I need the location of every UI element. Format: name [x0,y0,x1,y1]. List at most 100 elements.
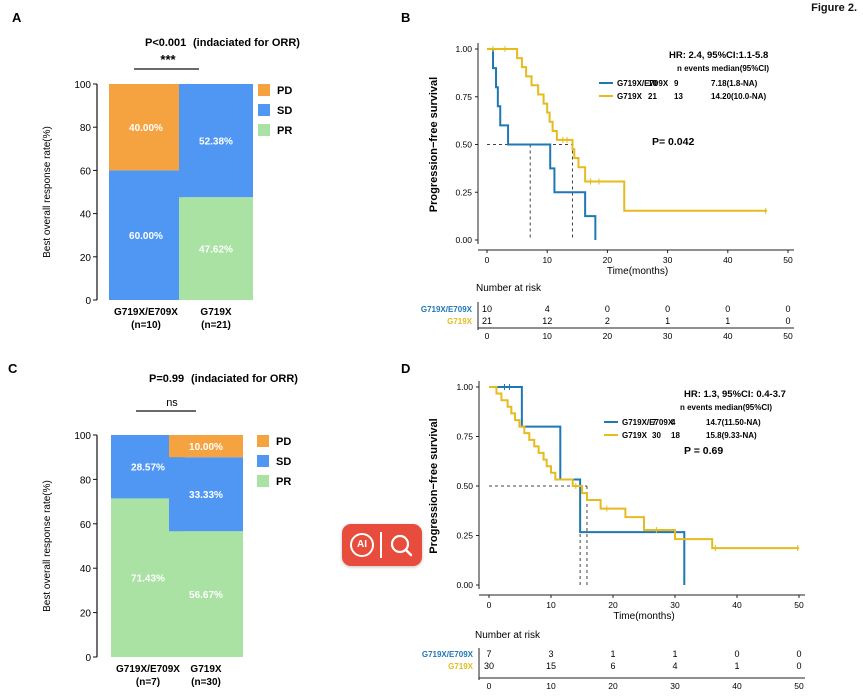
x-tick-label: 20 [608,600,618,610]
risk-table-count: 0 [785,316,790,326]
risk-table-count: 30 [484,661,494,671]
legend-swatch-pd [258,84,270,96]
risk-table-time-label: 10 [542,331,552,341]
stats-table-header: n events median(95%CI) [677,64,769,73]
risk-table-row-name: G719X [448,662,474,671]
risk-table-time-label: 20 [603,331,613,341]
risk-table-count: 1 [672,649,677,659]
risk-table-count: 6 [610,661,615,671]
stats-table-header: n events median(95%CI) [680,403,772,412]
risk-table-count: 15 [546,661,556,671]
hazard-ratio-text: HR: 2.4, 95%CI:1.1-5.8 [669,50,768,61]
risk-table-count: 1 [734,661,739,671]
panel-c-p-value: P=0.99 [149,373,184,385]
y-tick-label: 1.00 [456,382,473,392]
legend-median: 15.8(9.33-NA) [706,431,757,440]
bar-value-label: 71.43% [131,574,165,585]
risk-table-time-label: 50 [794,681,804,691]
badge-divider [380,532,382,558]
legend-label: PR [277,125,292,137]
y-axis-label: Progression−free survival [428,418,440,553]
survival-curve-g719x [487,48,767,212]
risk-table-count: 10 [482,304,492,314]
p-value-text: P= 0.042 [652,136,694,148]
bar-segment-sd [109,170,183,300]
legend-events: 9 [674,79,679,88]
risk-table-row-name: G719X/E709X [422,650,474,659]
legend-series-name: G719X [622,431,648,440]
legend-median: 7.18(1.8-NA) [711,79,758,88]
ai-search-badge[interactable]: AI [342,524,422,566]
legend-label: SD [277,105,292,117]
risk-table-time-label: 40 [732,681,742,691]
risk-table-title: Number at risk [476,283,542,294]
risk-table-count: 0 [725,304,730,314]
y-tick-label: 0.50 [456,481,473,491]
risk-table-time-label: 10 [546,681,556,691]
y-tick-label: 0.75 [455,92,472,102]
x-tick-label: G719X/E709X [116,664,180,675]
y-tick-label: 0.75 [456,432,473,442]
risk-table-count: 4 [672,661,677,671]
legend-series-name: G719X/E709X [622,418,674,427]
bar-value-label: 56.67% [189,590,223,601]
y-tick-label: 0.50 [455,140,472,150]
risk-table-time-label: 40 [723,331,733,341]
bar-segment-sd [169,457,243,532]
bar-value-label: 10.00% [189,442,223,453]
legend-swatch-pd [257,435,269,447]
x-tick-label: 10 [546,600,556,610]
x-tick-label: G719X [190,664,221,675]
risk-table-count: 2 [605,316,610,326]
panel-a-significance: *** [160,52,176,67]
bar-chart-a: 0 20 40 60 80 100 Best overall response rate(%… [42,80,292,331]
legend-median: 14.7(11.50-NA) [706,418,761,427]
y-tick-label: 60 [80,520,92,531]
legend-n: 21 [648,92,657,101]
km-chart-b: 0.000.250.500.751.000 10 20 30 40 50Time(mont… [421,43,794,341]
x-tick-label: 30 [670,600,680,610]
legend-swatch-sd [257,455,269,467]
legend-swatch-pr [258,124,270,136]
risk-table-row-name: G719X [447,317,473,326]
x-tick-label: 0 [487,600,492,610]
risk-table-count: 0 [665,304,670,314]
x-tick-label: 0 [485,255,490,265]
x-tick-label: 50 [783,255,793,265]
risk-table-count: 7 [486,649,491,659]
y-tick-label: 0 [85,653,91,664]
risk-table-row-name: G719X/E709X [421,305,473,314]
legend-median: 14.20(10.0-NA) [711,92,766,101]
bar-segment-pr [179,197,253,300]
risk-table-count: 0 [734,649,739,659]
bar-value-label: 60.00% [129,231,163,242]
legend-label: SD [276,456,291,468]
bar-value-label: 52.38% [199,137,233,148]
panel-a-p-value: P<0.001 [145,37,186,49]
y-tick-label: 0.25 [455,187,472,197]
y-tick-label: 80 [80,123,92,134]
legend-n: 30 [652,431,661,440]
legend-events: 4 [671,418,676,427]
y-tick-label: 20 [80,253,92,264]
y-tick-label: 80 [80,475,92,486]
risk-table-time-label: 30 [670,681,680,691]
y-tick-label: 100 [74,80,91,91]
legend-n: 7 [652,418,657,427]
x-tick-sublabel: (n=10) [131,320,161,331]
panel-letter-b: B [401,10,410,25]
bar-value-label: 40.00% [129,123,163,134]
legend-series-name: G719X [617,92,643,101]
risk-table-count: 4 [545,304,550,314]
x-tick-label: 50 [794,600,804,610]
legend-swatch-sd [258,104,270,116]
bar-segment-sd [179,84,253,198]
risk-table-count: 0 [796,661,801,671]
legend-events: 18 [671,431,680,440]
risk-table-time-label: 20 [608,681,618,691]
bar-segment-pr [169,531,243,657]
risk-table-count: 1 [725,316,730,326]
y-tick-label: 20 [80,609,92,620]
search-icon [390,534,413,557]
